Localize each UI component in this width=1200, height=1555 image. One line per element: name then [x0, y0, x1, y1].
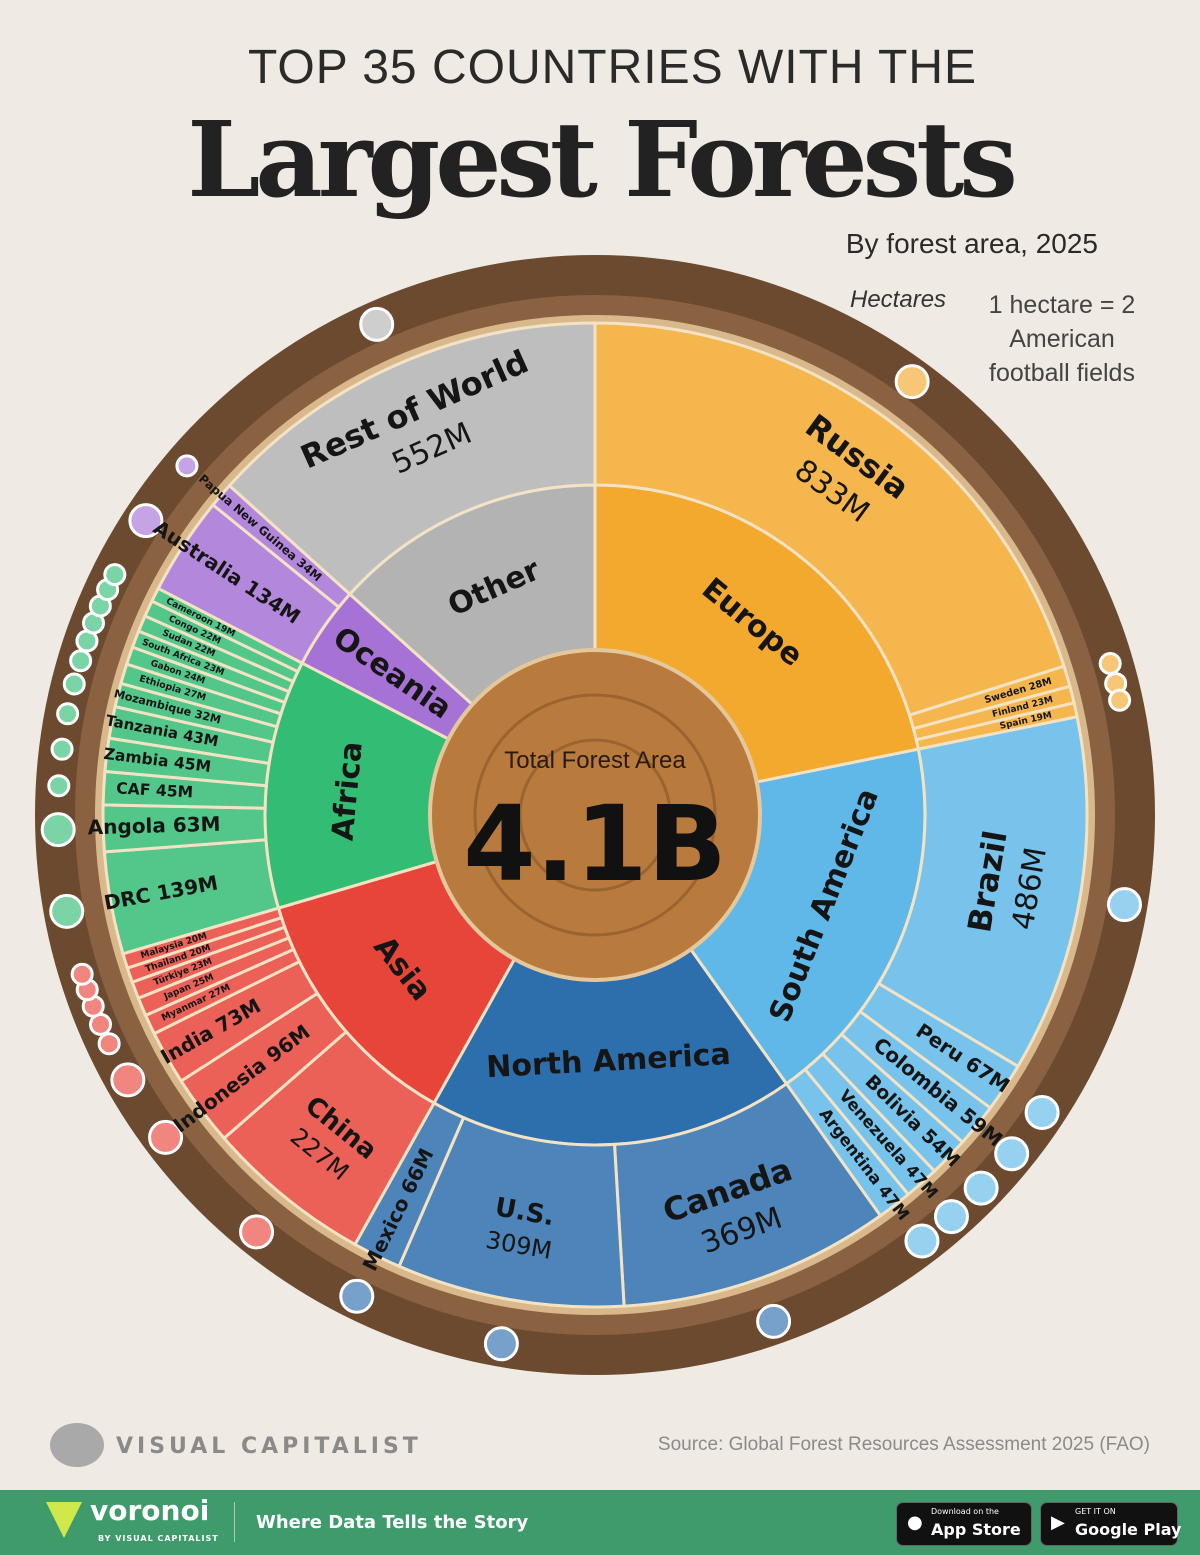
flag-icon	[1106, 887, 1142, 923]
google-play-label: Google Play	[1075, 1520, 1182, 1539]
flag-icon	[1024, 1094, 1060, 1130]
core-ring	[473, 693, 717, 937]
flag-icon	[148, 1119, 184, 1155]
center-label: Total Forest Area	[504, 747, 686, 774]
center-core	[428, 648, 762, 982]
flag-icon	[49, 893, 85, 929]
source-note: Source: Global Forest Resources Assessme…	[657, 1434, 1150, 1455]
flag-icon	[994, 1136, 1030, 1172]
conversion-note: 1 hectare = 2 American football fields	[988, 291, 1136, 387]
voronoi-name[interactable]: voronoi	[90, 1494, 210, 1527]
flag-icon	[62, 672, 86, 696]
sunburst-chart: Total Forest Area 4.1B EuropeRussia833MS…	[35, 255, 1155, 1375]
country-label: Angola 63M	[87, 812, 220, 840]
flag-icon	[1108, 688, 1132, 712]
visual-capitalist-logo	[50, 1423, 104, 1467]
apple-icon: ●	[907, 1512, 923, 1533]
footer-bar: voronoi BY VISUAL CAPITALIST Where Data …	[0, 1490, 1200, 1555]
country-slice	[593, 321, 1066, 718]
title-line1: TOP 35 COUNTRIES WITH THE	[247, 41, 978, 94]
google-play-button[interactable]: ▶ GET IT ON Google Play	[1040, 1502, 1182, 1546]
flag-icon	[894, 364, 930, 400]
flag-icon	[56, 702, 80, 726]
flag-icon	[70, 962, 94, 986]
divider	[234, 1502, 235, 1542]
flag-icon	[359, 306, 395, 342]
tagline: Where Data Tells the Story	[256, 1512, 529, 1533]
app-store-label: App Store	[931, 1520, 1021, 1539]
flag-icon	[339, 1278, 375, 1314]
voronoi-by: BY VISUAL CAPITALIST	[98, 1534, 219, 1543]
center-value: 4.1B	[463, 783, 727, 905]
unit-note: Hectares	[850, 286, 947, 313]
flag-icon	[97, 1032, 121, 1056]
flag-icon	[47, 774, 71, 798]
google-play-small: GET IT ON	[1075, 1507, 1116, 1516]
flag-icon	[103, 563, 127, 587]
flag-icon	[40, 812, 76, 848]
flag-icon	[904, 1223, 940, 1259]
brand-name: VISUAL CAPITALIST	[116, 1434, 422, 1459]
country-slice	[227, 321, 597, 597]
core-ring	[518, 738, 672, 892]
flag-icon	[128, 503, 164, 539]
subtitle: By forest area, 2025	[845, 228, 1098, 259]
flag-icon	[756, 1303, 792, 1339]
app-store-button[interactable]: ● Download on the App Store	[896, 1502, 1032, 1546]
flag-icon	[963, 1170, 999, 1206]
flag-icon	[69, 649, 93, 673]
flag-icon	[1098, 652, 1122, 676]
flag-icon	[483, 1326, 519, 1362]
voronoi-logo-icon	[46, 1502, 82, 1538]
country-label: CAF 45M	[116, 778, 194, 801]
app-store-small: Download on the	[931, 1507, 999, 1516]
flag-icon	[175, 454, 199, 478]
title-main: Largest Forests	[187, 98, 1018, 221]
play-icon: ▶	[1051, 1512, 1065, 1533]
flag-icon	[110, 1062, 146, 1098]
flag-icon	[239, 1214, 275, 1250]
flag-icon	[933, 1199, 969, 1235]
flag-icon	[50, 737, 74, 761]
